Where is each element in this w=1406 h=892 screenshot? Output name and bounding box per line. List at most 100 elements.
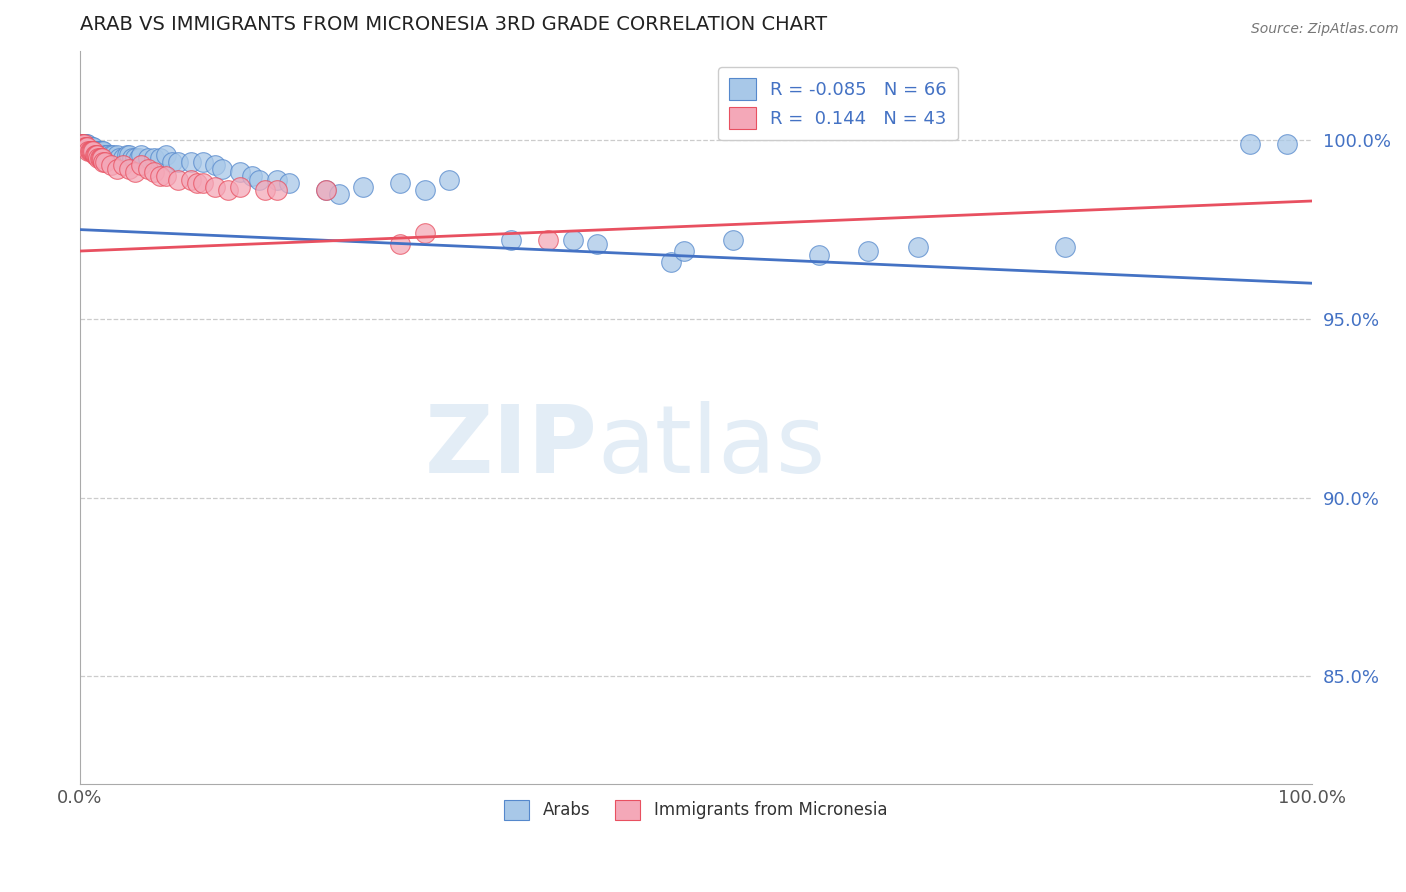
Point [115, 147, 138, 161]
Point [77, 140, 100, 154]
Point [204, 158, 226, 172]
Point [124, 165, 146, 179]
Point [191, 176, 214, 190]
Text: Source: ZipAtlas.com: Source: ZipAtlas.com [1251, 22, 1399, 37]
Point [352, 179, 374, 194]
Point [1277, 136, 1299, 151]
Point [90, 151, 112, 165]
Text: atlas: atlas [598, 401, 825, 492]
Point [77, 144, 100, 158]
Text: ARAB VS IMMIGRANTS FROM MICRONESIA 3RD GRADE CORRELATION CHART: ARAB VS IMMIGRANTS FROM MICRONESIA 3RD G… [80, 15, 827, 34]
Point [167, 172, 190, 186]
Point [79, 144, 101, 158]
Point [586, 236, 609, 251]
Point [162, 154, 184, 169]
Point [80, 140, 103, 154]
Point [73, 136, 96, 151]
Point [84, 144, 107, 158]
Point [229, 165, 252, 179]
Point [83, 144, 105, 158]
Point [82, 140, 104, 154]
Point [76, 140, 98, 154]
Point [86, 147, 108, 161]
Point [186, 176, 208, 190]
Point [389, 176, 412, 190]
Point [659, 254, 682, 268]
Point [82, 144, 104, 158]
Point [80, 144, 103, 158]
Point [247, 172, 270, 186]
Point [72, 136, 94, 151]
Point [121, 151, 143, 165]
Point [86, 144, 108, 158]
Point [96, 147, 118, 161]
Point [100, 147, 122, 161]
Point [389, 236, 412, 251]
Point [128, 151, 150, 165]
Point [105, 161, 128, 176]
Point [439, 172, 461, 186]
Point [93, 147, 115, 161]
Point [82, 144, 104, 158]
Point [91, 144, 114, 158]
Point [72, 136, 94, 151]
Point [118, 161, 141, 176]
Point [142, 165, 165, 179]
Point [180, 154, 202, 169]
Point [167, 154, 190, 169]
Point [100, 158, 122, 172]
Point [537, 233, 560, 247]
Point [91, 151, 114, 165]
Point [315, 183, 337, 197]
Point [70, 136, 93, 151]
Text: ZIP: ZIP [425, 401, 598, 492]
Point [83, 147, 105, 161]
Point [90, 144, 112, 158]
Point [87, 151, 110, 165]
Point [858, 244, 880, 258]
Point [142, 151, 165, 165]
Point [84, 147, 107, 161]
Point [266, 172, 288, 186]
Point [204, 179, 226, 194]
Point [278, 176, 301, 190]
Point [93, 154, 115, 169]
Point [1054, 240, 1077, 254]
Point [191, 154, 214, 169]
Point [413, 226, 436, 240]
Point [75, 136, 97, 151]
Point [136, 161, 159, 176]
Point [91, 154, 114, 169]
Point [672, 244, 695, 258]
Point [111, 158, 134, 172]
Point [808, 247, 831, 261]
Point [155, 147, 177, 161]
Point [413, 183, 436, 197]
Point [91, 144, 114, 158]
Point [229, 179, 252, 194]
Point [240, 169, 263, 183]
Point [149, 151, 172, 165]
Point [136, 151, 159, 165]
Point [907, 240, 929, 254]
Point [211, 161, 233, 176]
Point [1239, 136, 1261, 151]
Point [253, 183, 276, 197]
Point [72, 136, 94, 151]
Point [111, 151, 134, 165]
Point [499, 233, 522, 247]
Point [94, 147, 117, 161]
Legend: Arabs, Immigrants from Micronesia: Arabs, Immigrants from Micronesia [498, 793, 894, 827]
Point [149, 169, 172, 183]
Point [105, 147, 128, 161]
Point [75, 140, 97, 154]
Point [79, 140, 101, 154]
Point [89, 151, 111, 165]
Point [73, 140, 96, 154]
Point [131, 158, 153, 172]
Point [70, 136, 93, 151]
Point [721, 233, 744, 247]
Point [124, 151, 146, 165]
Point [87, 144, 110, 158]
Point [180, 172, 202, 186]
